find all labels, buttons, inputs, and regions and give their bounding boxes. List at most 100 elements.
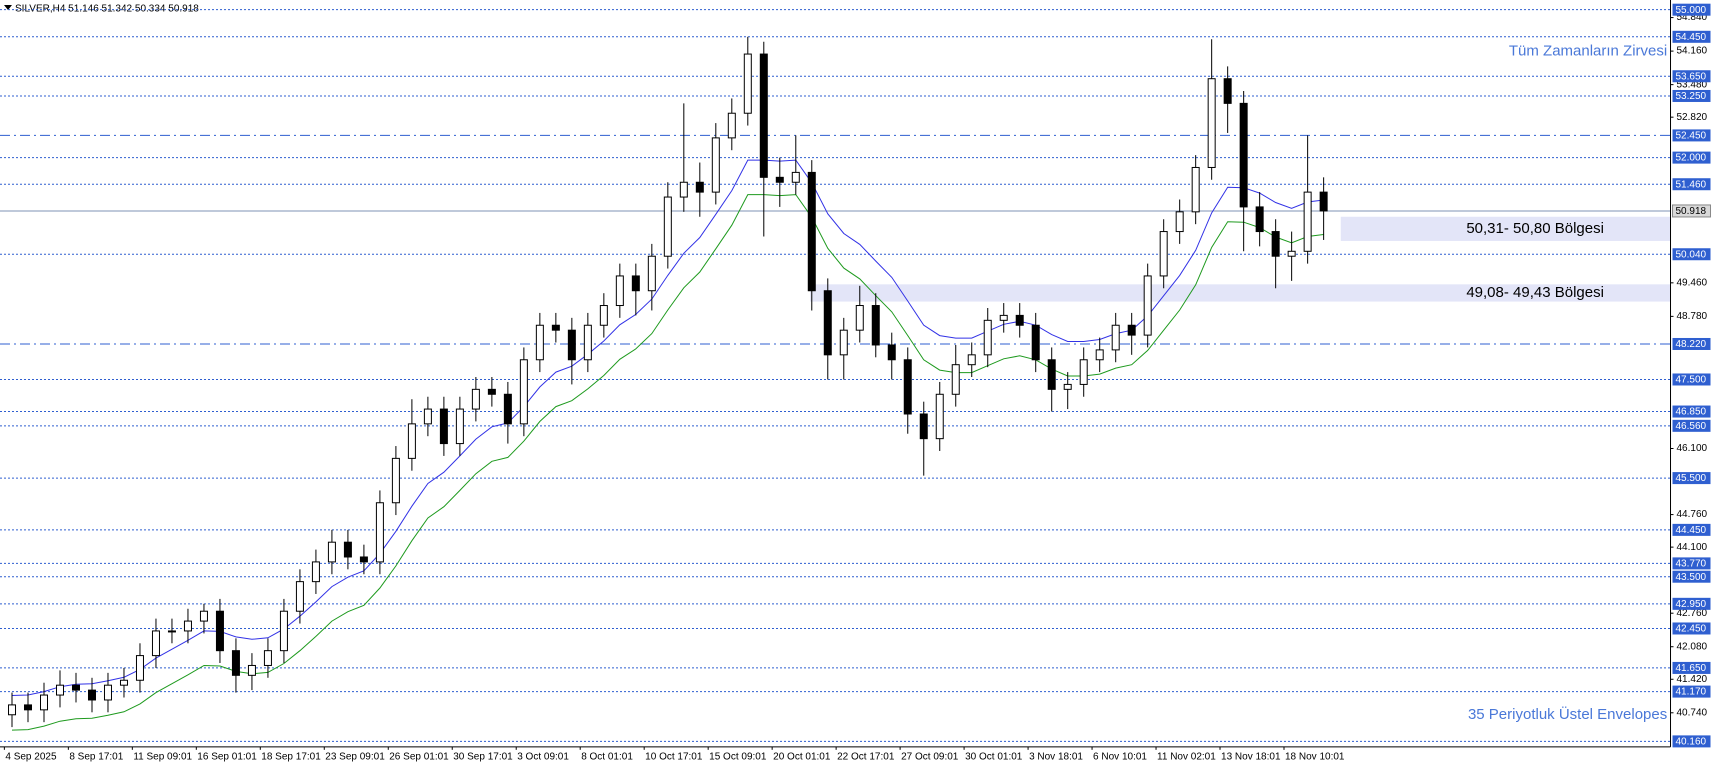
candle-body: [471, 388, 480, 410]
y-tick-label: 54.840: [1677, 12, 1708, 23]
x-tick-label: 15 Oct 09:01: [709, 751, 767, 762]
level-label: 48.220: [1676, 339, 1707, 350]
candle-body: [1191, 166, 1200, 213]
x-tick-label: 27 Oct 09:01: [901, 751, 959, 762]
x-tick-label: 22 Oct 17:01: [837, 751, 895, 762]
level-label: 54.450: [1676, 32, 1707, 43]
candle-body: [1095, 349, 1104, 361]
level-label: 46.560: [1676, 421, 1707, 432]
zone: [1340, 216, 1671, 241]
candle-body: [247, 664, 256, 676]
candle-body: [1031, 324, 1040, 361]
candle-body: [1111, 324, 1120, 351]
candle-body: [1143, 275, 1152, 336]
candle-body: [791, 171, 800, 183]
level-label: 50.040: [1676, 249, 1707, 260]
candle-body: [1223, 78, 1232, 104]
candle-body: [935, 393, 944, 440]
candle-body: [87, 689, 96, 701]
level-label: 42.450: [1676, 624, 1707, 635]
y-tick-label: 52.820: [1677, 112, 1708, 123]
candle-body: [359, 556, 368, 563]
level-label-box: [1672, 129, 1711, 142]
candle-body: [8, 704, 17, 716]
candle-body: [967, 354, 976, 366]
menu-triangle: [4, 5, 12, 10]
candle-body: [903, 359, 912, 415]
y-tick-label: 44.100: [1677, 542, 1708, 553]
candle-body: [759, 53, 768, 178]
candle-body: [1287, 250, 1296, 257]
y-tick-label: 53.480: [1677, 79, 1708, 90]
x-tick-label: 20 Oct 01:01: [773, 751, 831, 762]
candle-body: [1319, 191, 1328, 212]
level-label-box: [1672, 70, 1711, 83]
level-label: 41.650: [1676, 663, 1707, 674]
candle-body: [583, 324, 592, 361]
candle-body: [119, 679, 128, 686]
candle-body: [135, 655, 144, 681]
x-tick-label: 11 Nov 02:01: [1157, 751, 1216, 762]
y-tick-label: 49.460: [1677, 277, 1708, 288]
level-label-box: [1672, 89, 1711, 102]
level-label-box: [1672, 248, 1711, 261]
candle-body: [375, 502, 384, 563]
x-tick-label: 8 Sep 17:01: [69, 751, 123, 762]
zone-label: 49,08- 49,43 Bölgesi: [1466, 284, 1604, 301]
level-label-box: [1672, 622, 1711, 635]
y-tick-label: 41.420: [1677, 674, 1708, 685]
level-label-box: [1672, 661, 1711, 674]
candle-body: [503, 393, 512, 425]
level-label: 45.500: [1676, 473, 1707, 484]
level-label-box: [1672, 30, 1711, 43]
candle-body: [391, 457, 400, 504]
level-label: 52.000: [1676, 153, 1707, 164]
candle-body: [951, 364, 960, 395]
candle-body: [983, 319, 992, 356]
x-tick-label: 30 Sep 17:01: [453, 751, 513, 762]
candle-body: [871, 305, 880, 346]
candle-body: [295, 581, 304, 612]
candle-body: [327, 541, 336, 563]
x-tick-label: 4 Sep 2025: [5, 751, 57, 762]
y-tick-label: 46.100: [1677, 443, 1708, 454]
candle-body: [567, 329, 576, 361]
candle-body: [775, 176, 784, 183]
x-tick-label: 18 Sep 17:01: [261, 751, 321, 762]
level-label-box: [1672, 3, 1711, 16]
level-label: 47.500: [1676, 375, 1707, 386]
candle-body: [999, 314, 1008, 321]
x-tick-label: 23 Sep 09:01: [325, 751, 385, 762]
level-label: 53.650: [1676, 71, 1707, 82]
candle-body: [407, 423, 416, 459]
y-tick-label: 54.160: [1677, 46, 1708, 57]
level-label-box: [1672, 337, 1711, 350]
candle-body: [487, 388, 496, 395]
level-label: 40.160: [1676, 737, 1707, 748]
level-label: 41.170: [1676, 687, 1707, 698]
candle-body: [40, 694, 49, 711]
last-price-box: [1672, 204, 1712, 218]
candle-body: [695, 181, 704, 193]
x-tick-label: 13 Nov 18:01: [1221, 751, 1281, 762]
last-price-label: 50.918: [1676, 206, 1707, 217]
candle-body: [1159, 231, 1168, 277]
candle-body: [551, 324, 560, 331]
candle-body: [279, 610, 288, 652]
level-label-box: [1672, 405, 1711, 418]
candle-body: [263, 650, 272, 666]
x-tick-label: 8 Oct 01:01: [581, 751, 633, 762]
candle-body: [743, 53, 752, 114]
candle-body: [343, 541, 352, 558]
candle-body: [727, 112, 736, 139]
candle-body: [71, 684, 80, 691]
level-label-box: [1672, 373, 1711, 386]
level-label: 46.850: [1676, 407, 1707, 418]
x-tick-label: 11 Sep 09:01: [133, 751, 192, 762]
chart-header: SILVER,H4 51.146 51.342 50.334 50.918: [15, 4, 199, 15]
candle-body: [823, 290, 832, 356]
level-label-box: [1672, 735, 1711, 748]
